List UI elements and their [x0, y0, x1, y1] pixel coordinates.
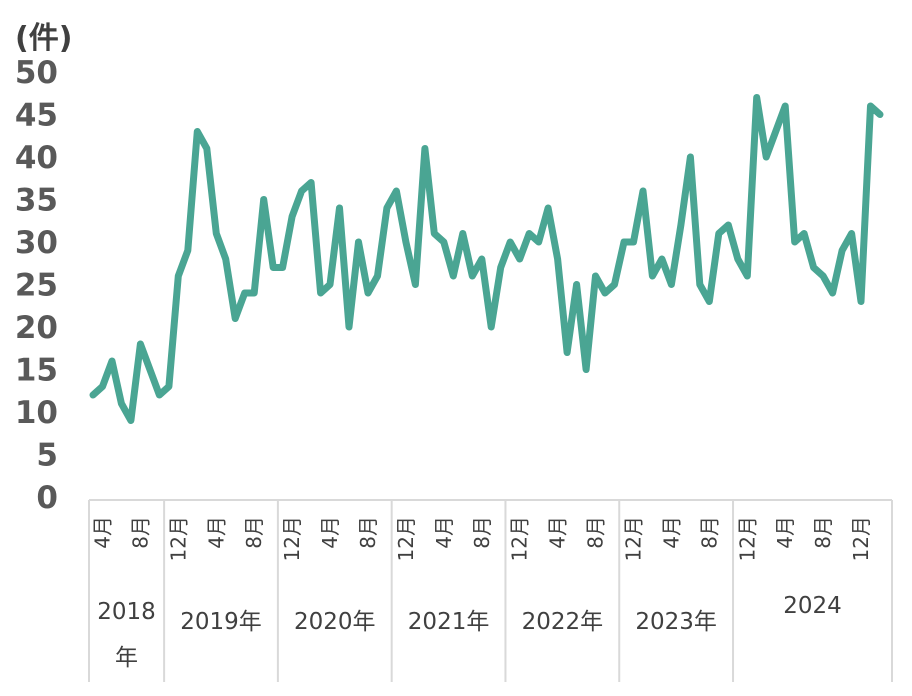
- y-tick-label: 10: [15, 395, 58, 431]
- x-tick-label: 8月: [811, 516, 835, 549]
- y-tick-label: 40: [15, 140, 58, 176]
- x-tick-label: 12月: [280, 516, 304, 561]
- x-tick-label: 4月: [90, 516, 114, 549]
- series-line: [89, 94, 884, 424]
- x-tick-label: 12月: [508, 516, 532, 561]
- x-tick-label: 4月: [204, 516, 228, 549]
- y-axis-unit-label: (件): [15, 21, 72, 56]
- y-tick-label: 5: [36, 438, 58, 474]
- year-label: 2022年: [522, 609, 604, 635]
- y-tick-label: 0: [36, 480, 58, 516]
- x-tick-label: 4月: [773, 516, 797, 549]
- x-tick-label: 8月: [128, 516, 152, 549]
- x-tick-label: 4月: [432, 516, 456, 549]
- y-tick-label: 45: [15, 98, 58, 134]
- x-tick-label: 8月: [356, 516, 380, 549]
- x-tick-label: 4月: [659, 516, 683, 549]
- y-axis-ticks: 0 5 10 15 20 25 30 35 40 45 50: [15, 55, 58, 516]
- x-tick-label: 8月: [470, 516, 494, 549]
- x-tick-label: 12月: [166, 516, 190, 561]
- y-tick-label: 30: [15, 225, 58, 261]
- y-tick-label: 20: [15, 310, 58, 346]
- year-label: 2021年: [408, 609, 490, 635]
- x-axis: [88, 499, 893, 682]
- x-tick-label: 8月: [584, 516, 608, 549]
- x-axis-year-labels: 2018 年 2019年 2020年 2021年 2022年 2023年 2024: [97, 593, 842, 671]
- year-label: 2019年: [180, 609, 262, 635]
- x-tick-label: 8月: [242, 516, 266, 549]
- x-axis-month-labels: 4月 8月 12月 4月 8月 12月 4月 8月 12月 4月 8月 12月 4月 8月 12月 4月 8月 1…: [90, 516, 873, 561]
- year-label: 2024: [783, 593, 842, 619]
- year-label: 2023年: [635, 609, 717, 635]
- y-tick-label: 25: [15, 268, 58, 304]
- year-label: 2020年: [294, 609, 376, 635]
- year-label: 2018 年: [97, 599, 156, 671]
- y-tick-label: 15: [15, 353, 58, 389]
- x-tick-label: 4月: [318, 516, 342, 549]
- x-tick-label: 12月: [735, 516, 759, 561]
- x-tick-label: 12月: [394, 516, 418, 561]
- x-tick-label: 12月: [621, 516, 645, 561]
- x-tick-label: 12月: [849, 516, 873, 561]
- y-tick-label: 50: [15, 55, 58, 91]
- x-tick-label: 8月: [697, 516, 721, 549]
- y-tick-label: 35: [15, 183, 58, 219]
- x-tick-label: 4月: [546, 516, 570, 549]
